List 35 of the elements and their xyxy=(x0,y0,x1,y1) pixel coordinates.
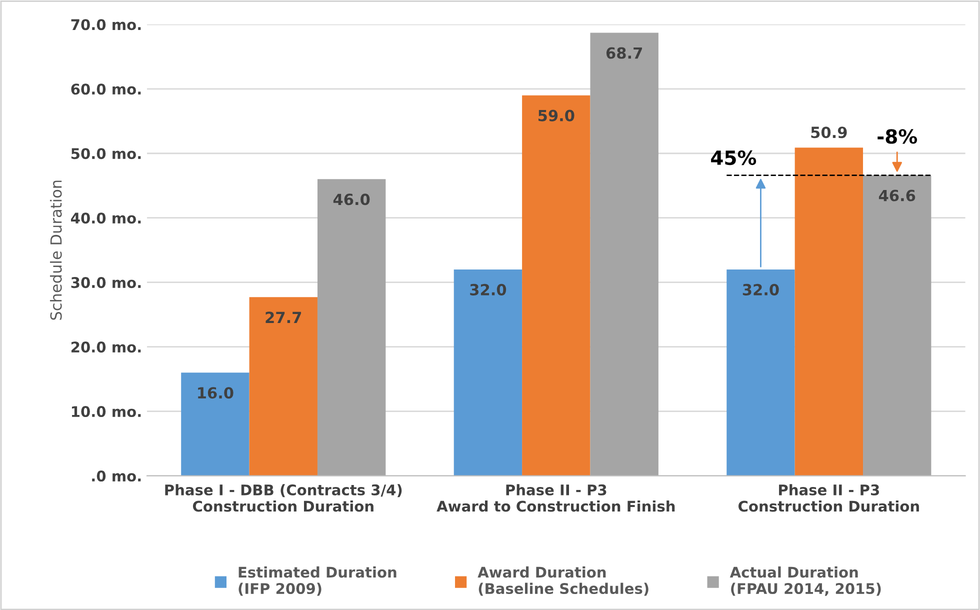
annotation: 45% xyxy=(711,150,756,166)
y-tick-label: 20.0 mo. xyxy=(71,342,141,353)
data-label: 16.0 xyxy=(198,387,234,399)
y-tick-label: 60.0 mo. xyxy=(71,84,141,95)
y-tick-label: 30.0 mo. xyxy=(71,277,141,288)
data-label: 50.9 xyxy=(811,126,847,138)
data-label: 32.0 xyxy=(742,284,779,296)
legend-label: Award Duration (Baseline Schedules) xyxy=(478,566,648,596)
legend-label: Estimated Duration (IFP 2009) xyxy=(238,566,396,596)
data-label: 32.0 xyxy=(470,284,506,296)
data-label: 46.6 xyxy=(878,190,916,202)
bar xyxy=(794,148,864,476)
bar xyxy=(181,372,250,476)
data-label: 27.7 xyxy=(266,312,302,323)
data-label: 46.0 xyxy=(333,194,370,206)
bar xyxy=(249,297,318,476)
y-tick-label: 10.0 mo. xyxy=(72,406,141,418)
bar xyxy=(522,95,590,476)
y-axis-title: Schedule Duration xyxy=(50,180,62,320)
data-label: 59.0 xyxy=(538,110,574,122)
y-tick-label: 50.0 mo. xyxy=(71,148,141,160)
y-tick-label: 40.0 mo. xyxy=(70,212,141,224)
annotation: -8% xyxy=(878,129,918,144)
y-tick-label: 70.0 mo. xyxy=(71,19,141,30)
y-tick-label: .0 mo. xyxy=(92,470,141,482)
data-label: 68.7 xyxy=(606,47,642,59)
x-tick-label: Phase II - P3 Construction Duration xyxy=(738,484,919,512)
x-tick-label: Phase I - DBB (Contracts 3/4) Construction Duration xyxy=(165,484,402,512)
legend-label: Actual Duration (FPAU 2014, 2015) xyxy=(730,566,881,596)
x-tick-label: Phase II - P3 Award to Construction Finish xyxy=(436,484,675,512)
bar xyxy=(454,269,522,476)
bar xyxy=(726,269,795,476)
bar xyxy=(317,179,386,476)
bar xyxy=(590,32,658,476)
bar xyxy=(863,175,932,476)
